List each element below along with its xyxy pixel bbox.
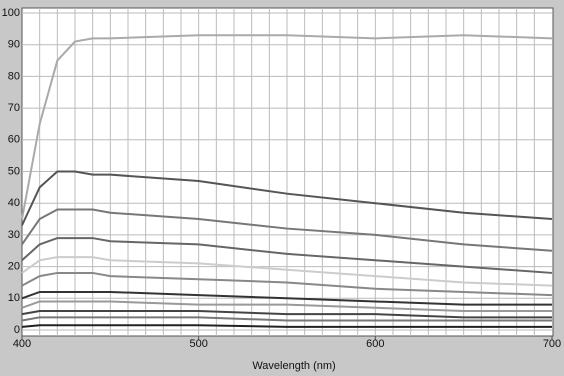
- y-tick-label: 40: [8, 197, 20, 209]
- y-tick-label: 0: [14, 324, 20, 336]
- x-tick-label: 500: [189, 338, 207, 350]
- spectrum-line: [21, 34, 553, 220]
- x-tick-label: 700: [543, 338, 561, 350]
- spectrum-line: [21, 208, 553, 252]
- y-tick-label: 100: [2, 7, 20, 19]
- y-tick-label: 50: [8, 165, 20, 177]
- x-tick-label: 400: [13, 338, 31, 350]
- spectrum-line: [21, 324, 552, 328]
- y-tick-label: 60: [8, 134, 20, 146]
- spectrum-line: [21, 309, 552, 319]
- y-tick-label: 20: [8, 261, 20, 273]
- spectrum-line: [21, 237, 553, 274]
- y-tick-label: 90: [8, 39, 20, 51]
- spectrum-line: [21, 170, 553, 226]
- y-tick-label: 10: [8, 292, 20, 304]
- spectrum-line: [21, 300, 552, 312]
- y-tick-label: 70: [8, 102, 20, 114]
- y-tick-label: 30: [8, 229, 20, 241]
- y-tick-label: 80: [8, 70, 20, 82]
- spectrum-line: [21, 290, 552, 306]
- x-tick-label: 600: [366, 338, 384, 350]
- spectrum-line: [21, 271, 553, 297]
- spectrum-line: [21, 316, 552, 322]
- spectrum-line: [21, 256, 553, 287]
- x-axis-label: Wavelength (nm): [252, 360, 335, 372]
